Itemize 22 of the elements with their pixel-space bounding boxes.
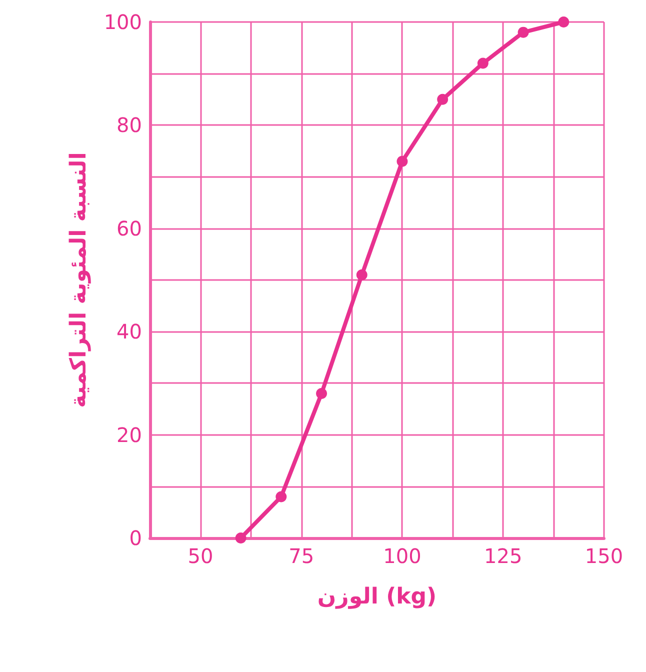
y-tick-label: 100 [104, 10, 142, 34]
x-tick-label: 150 [584, 544, 624, 568]
x-tick-label: 100 [383, 544, 422, 568]
y-tick-label: 40 [116, 320, 142, 344]
point [396, 156, 408, 167]
point [276, 491, 287, 502]
x-tick-label: 125 [484, 544, 522, 568]
x-tick-label: 50 [188, 544, 214, 568]
point [518, 26, 529, 38]
y-tick-label: 80 [116, 113, 142, 138]
y-tick-label: 0 [129, 526, 142, 550]
y-tick-label: 60 [116, 216, 142, 240]
x-axis-title: الوزن (kg) [317, 584, 437, 610]
y-tick-label: 20 [116, 422, 142, 447]
point [316, 388, 328, 400]
y-axis-title: النسبة المئوية التراكمية [66, 152, 92, 408]
point [235, 532, 246, 544]
point [477, 58, 488, 69]
point [437, 94, 448, 105]
point [356, 269, 368, 280]
x-tick-label: 75 [288, 544, 314, 568]
point [558, 16, 570, 28]
